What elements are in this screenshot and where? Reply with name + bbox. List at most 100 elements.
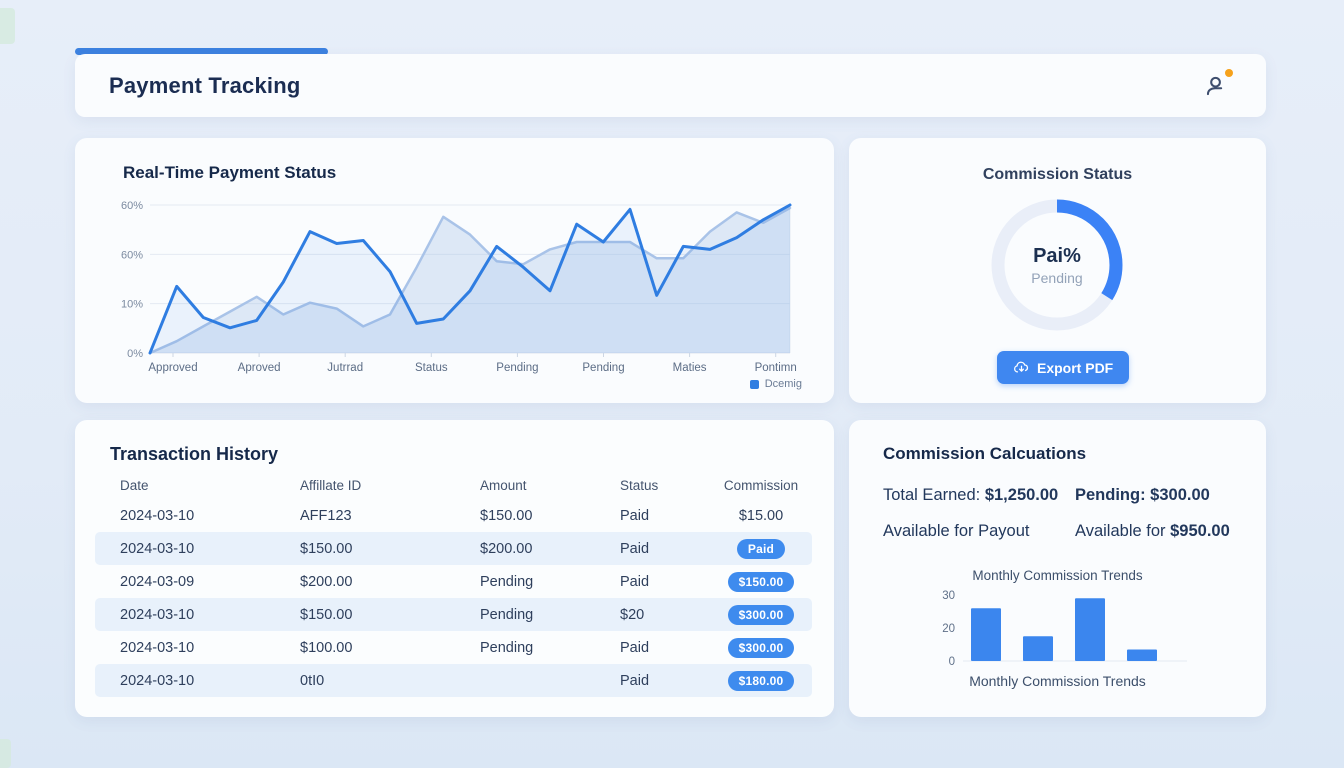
corner-accent-top xyxy=(0,8,15,44)
page-title: Payment Tracking xyxy=(109,72,301,98)
pending-stat: Pending: $300.00 xyxy=(1075,486,1243,505)
commission-calculations-panel: Commission Calcuations Total Earned: $1,… xyxy=(849,420,1266,717)
legend-label: Dcemig xyxy=(764,378,802,390)
cell-status: $20 xyxy=(620,606,645,623)
column-header-commission: Commission xyxy=(723,477,799,493)
cell-commission-wrap: $300.00 xyxy=(710,604,812,625)
notification-dot xyxy=(1225,68,1233,77)
cloud-download-icon xyxy=(1014,361,1029,373)
cell-amount: Pending xyxy=(480,639,534,656)
user-account-button[interactable] xyxy=(1198,68,1233,103)
pending-label: Pending: xyxy=(1075,486,1146,504)
mini-bar-chart-caption: Monthly Commission Trends xyxy=(969,673,1146,689)
calc-stats-row-1: Total Earned: $1,250.00 Pending: $300.00 xyxy=(883,486,1243,505)
x-axis-label: Pending xyxy=(582,362,624,374)
cell-date: 2024-03-10 xyxy=(120,639,195,656)
cell-status: Paid xyxy=(620,573,650,590)
commission-badge: $150.00 xyxy=(727,571,795,592)
cell-affiliate: $150.00 xyxy=(300,606,353,623)
available-value: $950.00 xyxy=(1170,522,1230,540)
commission-calculations-title: Commission Calcuations xyxy=(883,444,1087,463)
cell-amount: Pending xyxy=(480,573,534,590)
cell-commission: $15.00 xyxy=(738,507,784,524)
legend-swatch xyxy=(749,379,759,389)
svg-text:10%: 10% xyxy=(121,299,143,311)
cell-amount: $200.00 xyxy=(480,540,533,557)
table-row: 2024-03-10 $100.00 Pending Paid $300.00 xyxy=(95,631,812,664)
available-value-stat: Available for $950.00 xyxy=(1075,522,1243,541)
user-icon xyxy=(1206,76,1223,95)
x-axis-label: Jutrrad xyxy=(327,362,363,374)
cell-date: 2024-03-09 xyxy=(120,573,195,590)
commission-donut-chart: Pai% Pending xyxy=(987,195,1127,335)
x-axis-label: Maties xyxy=(673,362,707,374)
payment-status-line-chart: 0% 10% 60% 60% Approved Aproved Jutrrad Status P… xyxy=(121,200,797,374)
table-body: 2024-03-10 AFF123 $150.00 Paid $15.00 2024-03… xyxy=(95,499,812,697)
commission-badge: $300.00 xyxy=(727,637,795,658)
x-axis-label: Pontimn xyxy=(755,362,797,374)
column-header-amount: Amount xyxy=(480,477,527,493)
column-header-affiliate: Affillate ID xyxy=(300,477,362,493)
header-bar: Payment Tracking xyxy=(75,54,1266,117)
export-pdf-button[interactable]: Export PDF xyxy=(997,351,1130,384)
total-earned-stat: Total Earned: $1,250.00 xyxy=(883,486,1075,505)
corner-accent-bottom xyxy=(0,739,11,768)
cell-date: 2024-03-10 xyxy=(120,507,195,524)
commission-badge: $180.00 xyxy=(727,670,795,691)
column-header-status: Status xyxy=(620,477,659,493)
table-row: 2024-03-09 $200.00 Pending Paid $150.00 xyxy=(95,565,812,598)
commission-badge: $300.00 xyxy=(727,604,795,625)
cell-commission-wrap: $180.00 xyxy=(710,670,812,691)
cell-commission-wrap: Paid xyxy=(710,538,812,559)
x-axis-label: Status xyxy=(415,362,448,374)
mini-bar-chart-title: Monthly Commission Trends xyxy=(972,568,1143,583)
svg-text:60%: 60% xyxy=(121,249,143,261)
monthly-commission-bar-chart: 0 20 30 xyxy=(942,590,1187,668)
cell-affiliate: 0tI0 xyxy=(300,672,325,689)
cell-affiliate: $200.00 xyxy=(300,573,353,590)
header-accent-bar xyxy=(75,48,328,55)
cell-affiliate: $100.00 xyxy=(300,639,353,656)
cell-status: Paid xyxy=(620,507,650,524)
cell-amount: $150.00 xyxy=(480,507,533,524)
table-row: 2024-03-10 $150.00 Pending $20 $300.00 xyxy=(95,598,812,631)
commission-status-panel: Commission Status Pai% Pending Export PD… xyxy=(849,138,1266,403)
svg-text:30: 30 xyxy=(942,590,955,602)
cell-date: 2024-03-10 xyxy=(120,606,195,623)
donut-label: Pending xyxy=(1031,269,1083,286)
cell-date: 2024-03-10 xyxy=(120,672,195,689)
total-earned-label: Total Earned: xyxy=(883,486,981,504)
table-row: 2024-03-10 AFF123 $150.00 Paid $15.00 xyxy=(95,499,812,532)
cell-status: Paid xyxy=(620,540,650,557)
cell-affiliate: AFF123 xyxy=(300,507,352,524)
cell-status: Paid xyxy=(620,672,650,689)
available-payout-stat: Available for Payout xyxy=(883,522,1075,541)
total-earned-value: $1,250.00 xyxy=(984,486,1059,504)
cell-date: 2024-03-10 xyxy=(120,540,195,557)
payment-status-title: Real-Time Payment Status xyxy=(123,163,337,182)
cell-status: Paid xyxy=(620,639,650,656)
svg-text:0: 0 xyxy=(949,656,955,668)
svg-text:20: 20 xyxy=(942,623,955,635)
cell-commission-wrap: $300.00 xyxy=(710,637,812,658)
calc-stats-row-2: Available for Payout Available for $950.… xyxy=(883,522,1243,541)
table-row: 2024-03-10 $150.00 $200.00 Paid Paid xyxy=(95,532,812,565)
pending-value: $300.00 xyxy=(1150,486,1210,504)
x-axis-label: Aproved xyxy=(238,362,281,374)
commission-badge: Paid xyxy=(736,538,786,559)
commission-status-title: Commission Status xyxy=(982,166,1133,183)
available-payout-label: Available for Payout xyxy=(883,522,1030,540)
cell-commission-wrap: $150.00 xyxy=(710,571,812,592)
transaction-history-panel: Transaction History Date Affillate ID Am… xyxy=(75,420,834,717)
cell-amount: Pending xyxy=(480,606,534,623)
transaction-history-title: Transaction History xyxy=(110,444,279,464)
available-for-label: Available for xyxy=(1075,522,1166,540)
donut-center-text: Pai% Pending xyxy=(987,195,1127,335)
table-header-row: Date Affillate ID Amount Status Commissi… xyxy=(95,472,812,498)
x-axis-label: Pending xyxy=(496,362,538,374)
table-row: 2024-03-10 0tI0 Paid $180.00 xyxy=(95,664,812,697)
column-header-date: Date xyxy=(120,477,149,493)
svg-text:0%: 0% xyxy=(127,348,143,360)
payment-status-panel: Real-Time Payment Status 0% 10% 60% 60% Appr… xyxy=(75,138,834,403)
cell-affiliate: $150.00 xyxy=(300,540,353,557)
